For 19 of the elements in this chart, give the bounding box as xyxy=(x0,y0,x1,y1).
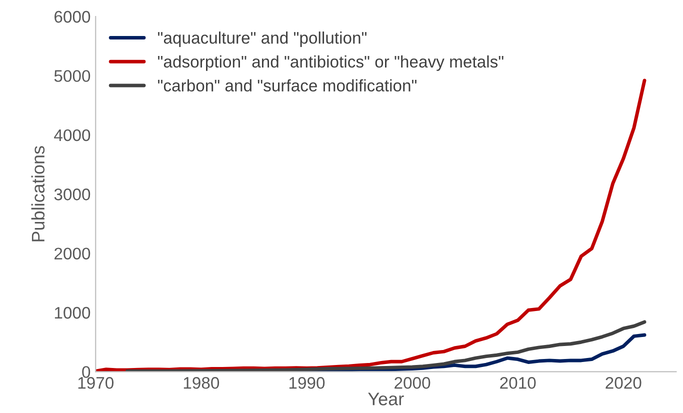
y-tick-label: 4000 xyxy=(54,129,90,142)
x-axis-title: Year xyxy=(368,392,404,406)
legend-label: "adsorption" and "antibiotics" or "heavy metals" xyxy=(158,55,504,71)
x-tick-label: 1980 xyxy=(184,377,220,389)
x-tick-label: 2000 xyxy=(394,377,430,389)
x-tick-label: 2020 xyxy=(606,377,642,389)
y-tick-label: 1000 xyxy=(54,306,90,319)
y-tick-label: 5000 xyxy=(54,70,90,82)
legend-label: "carbon" and "surface modification" xyxy=(158,79,416,92)
x-tick-label: 2010 xyxy=(500,377,536,389)
y-axis-title: Publications xyxy=(31,146,45,242)
y-tick-label: 2000 xyxy=(54,248,90,260)
y-tick-label: 6000 xyxy=(54,10,90,23)
y-tick-label: 0 xyxy=(82,366,90,378)
y-tick-label: 3000 xyxy=(54,188,90,200)
x-tick-label: 1990 xyxy=(289,377,325,389)
line-series xyxy=(126,320,646,372)
legend-label: "aquaculture" and "pollution" xyxy=(158,32,366,48)
x-tick-label: 1970 xyxy=(78,377,114,389)
